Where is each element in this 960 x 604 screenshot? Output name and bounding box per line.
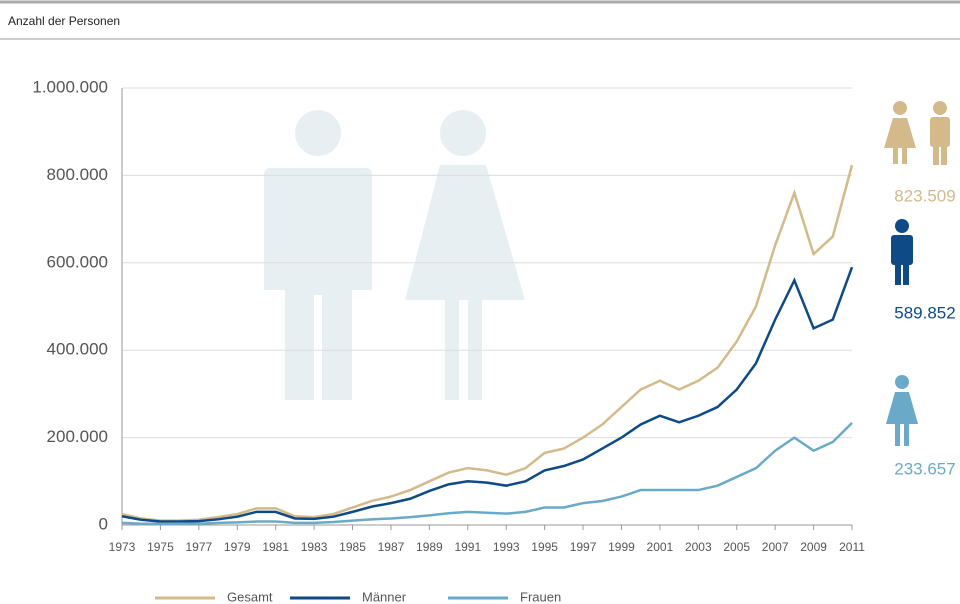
end-label: 233.657 (894, 459, 955, 478)
x-tick-label: 1997 (570, 540, 597, 554)
x-tick-label: 2001 (647, 540, 674, 554)
x-tick-label: 1975 (147, 540, 174, 554)
x-tick-label: 1979 (224, 540, 251, 554)
end-label: 589.852 (894, 303, 955, 322)
x-tick-label: 1991 (454, 540, 481, 554)
x-tick-label: 2011 (839, 540, 865, 554)
x-tick-label: 1977 (185, 540, 212, 554)
background-icons (264, 110, 525, 400)
x-tick-label: 1973 (109, 540, 136, 554)
x-tick-label: 1985 (339, 540, 366, 554)
y-tick-label: 1.000.000 (32, 77, 108, 96)
legend-label: Frauen (520, 589, 561, 604)
chart-title: Anzahl der Personen (8, 14, 120, 28)
y-tick-label: 600.000 (47, 252, 108, 271)
x-tick-label: 1989 (416, 540, 443, 554)
x-tick-label: 1995 (531, 540, 558, 554)
y-tick-label: 800.000 (47, 165, 108, 184)
y-tick-label: 200.000 (47, 427, 108, 446)
x-tick-label: 1983 (301, 540, 328, 554)
x-tick-label: 2005 (723, 540, 750, 554)
x-tick-label: 1987 (378, 540, 405, 554)
series-line (121, 266, 854, 523)
series-line (121, 164, 854, 522)
x-tick-label: 2003 (685, 540, 712, 554)
x-tick-label: 1993 (493, 540, 520, 554)
side-icons (884, 101, 950, 446)
y-tick-label: 0 (99, 514, 108, 533)
end-label: 823.509 (894, 186, 955, 205)
x-tick-label: 1999 (608, 540, 635, 554)
x-tick-label: 2007 (762, 540, 789, 554)
x-tick-label: 2009 (800, 540, 827, 554)
y-tick-label: 400.000 (47, 340, 108, 359)
series-line (121, 422, 853, 525)
x-tick-label: 1981 (262, 540, 289, 554)
legend-label: Gesamt (227, 589, 273, 604)
legend-label: Männer (362, 589, 407, 604)
